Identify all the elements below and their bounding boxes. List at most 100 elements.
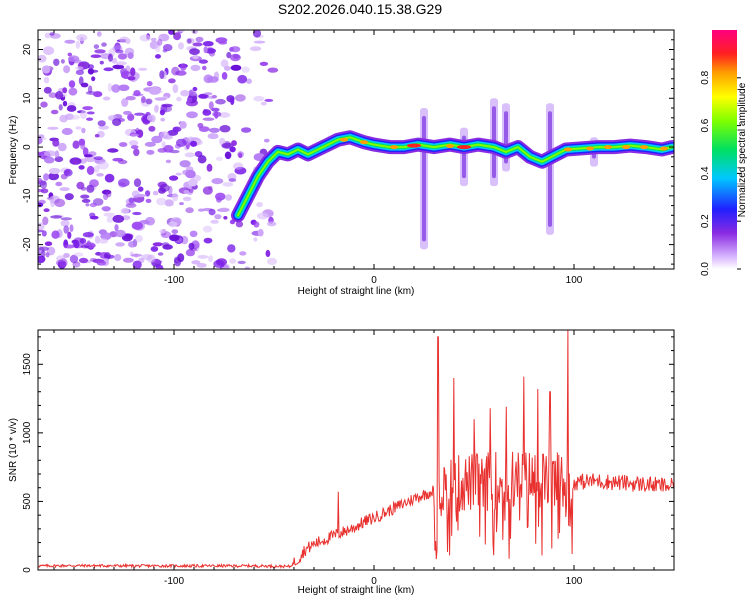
noise-blob (210, 219, 219, 224)
noise-blob (260, 101, 267, 106)
noise-blob (154, 44, 161, 53)
noise-blob (51, 230, 60, 239)
noise-blob (68, 87, 78, 96)
noise-blob (45, 252, 50, 258)
noise-blob (115, 242, 125, 247)
noise-blob (191, 260, 201, 265)
noise-blob (107, 82, 113, 92)
noise-blob (128, 241, 137, 248)
noise-blob (198, 59, 208, 64)
noise-blob (114, 254, 122, 261)
spectrogram-ridge (231, 98, 674, 250)
colorbar-tick-label: 0.2 (700, 214, 711, 228)
noise-blob (40, 101, 48, 108)
noise-blob (86, 117, 94, 121)
noise-blob (131, 221, 143, 230)
noise-blob (154, 104, 160, 112)
noise-blob (60, 220, 70, 227)
noise-blob (237, 74, 248, 84)
spectrogram-frame (37, 29, 675, 270)
noise-blob (168, 30, 175, 35)
noise-blob (202, 225, 213, 233)
noise-blob (81, 127, 86, 134)
noise-blob (215, 156, 223, 161)
noise-blob (252, 30, 262, 38)
noise-blob (230, 64, 242, 71)
noise-blob (138, 67, 148, 71)
noise-blob (63, 225, 69, 234)
noise-blob (208, 255, 213, 263)
noise-blob (152, 190, 159, 196)
noise-blob (67, 52, 73, 57)
noise-blob (121, 98, 129, 107)
noise-blob (172, 84, 179, 94)
noise-blob (211, 178, 224, 185)
spectral-smear-core (422, 116, 426, 242)
noise-blob (107, 148, 119, 153)
noise-blob (164, 199, 174, 207)
noise-blob (69, 114, 80, 120)
noise-blob (60, 59, 65, 64)
noise-blob (118, 84, 130, 92)
noise-blob (238, 152, 243, 159)
noise-blob (103, 67, 114, 72)
noise-blob (72, 158, 80, 165)
noise-blob (103, 212, 115, 217)
noise-blob (174, 257, 182, 267)
noise-blob (63, 168, 73, 177)
noise-blob (230, 97, 235, 105)
noise-blob (175, 138, 187, 147)
noise-blob (215, 192, 226, 201)
noise-blob (228, 178, 237, 183)
spectrogram-y-ticks: -20 -10 0 10 20 (22, 29, 674, 265)
noise-blob (188, 178, 198, 187)
noise-blob (49, 32, 55, 36)
noise-blob (256, 212, 269, 220)
noise-blob (38, 177, 43, 185)
noise-blob (267, 257, 277, 265)
noise-blob (157, 38, 163, 46)
noise-blob (190, 64, 201, 72)
noise-blob (38, 222, 45, 231)
ridge-peak (604, 145, 612, 150)
noise-blob (267, 67, 279, 73)
colorbar-tick-label: 0.0 (700, 262, 711, 276)
noise-blob (188, 242, 195, 250)
ridge-peak (446, 144, 454, 149)
noise-blob (191, 30, 198, 35)
noise-blob (154, 97, 167, 101)
x-tick-label: 100 (566, 576, 583, 587)
noise-blob (146, 149, 155, 155)
noise-blob (83, 154, 93, 158)
noise-blob (135, 235, 143, 243)
noise-blob (38, 188, 45, 193)
noise-blob (203, 92, 213, 96)
noise-blob (221, 142, 234, 149)
ridge-peak (457, 145, 471, 150)
noise-blob (264, 138, 270, 143)
noise-blob (144, 141, 156, 147)
noise-blob (229, 53, 241, 62)
noise-blob (244, 266, 250, 269)
noise-blob (148, 86, 161, 95)
noise-blob (61, 127, 73, 136)
noise-blob (48, 172, 60, 181)
spectrogram-x-ticks: -100 0 100 (53, 30, 675, 286)
noise-blob (172, 126, 180, 133)
noise-blob (229, 258, 237, 264)
noise-blob (62, 100, 68, 107)
noise-blob (86, 165, 95, 175)
noise-blob (155, 54, 161, 59)
noise-blob (78, 138, 86, 146)
noise-blob (56, 259, 65, 266)
noise-blob (81, 198, 91, 203)
noise-blob (253, 95, 265, 102)
noise-blob (180, 63, 187, 71)
noise-blob (130, 145, 139, 150)
noise-blob (197, 255, 209, 259)
noise-blob (80, 194, 90, 199)
noise-blob (151, 135, 163, 144)
noise-blob (80, 245, 90, 249)
noise-blob (208, 101, 214, 110)
noise-blob (38, 229, 44, 233)
